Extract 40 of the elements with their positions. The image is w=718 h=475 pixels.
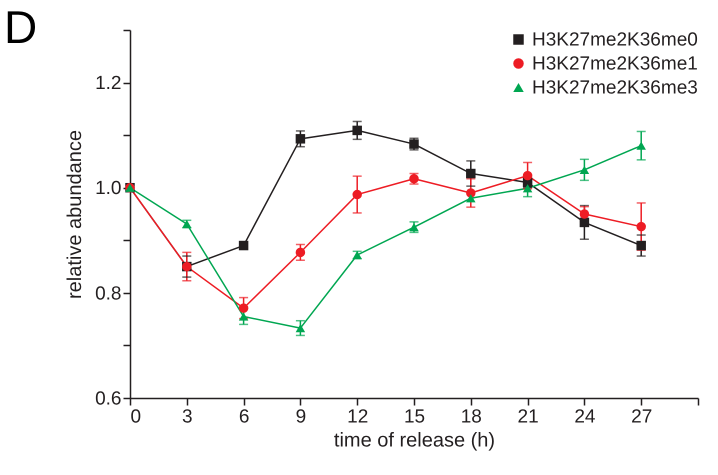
x-axis-title: time of release (h) <box>334 430 496 452</box>
x-tick-label: 18 <box>460 406 482 428</box>
point <box>580 166 590 174</box>
y-axis-title: relative abundance <box>64 130 86 300</box>
legend-label: H3K27me2K36me0 <box>532 30 698 50</box>
point <box>636 240 646 250</box>
x-tick-label: 27 <box>631 406 652 428</box>
point <box>296 134 306 144</box>
x-tick-label: 0 <box>130 406 142 428</box>
point <box>238 303 248 313</box>
legend-label: H3K27me2K36me1 <box>532 54 698 74</box>
point <box>636 222 646 232</box>
point <box>409 139 419 149</box>
point <box>296 324 306 332</box>
point <box>466 194 476 202</box>
point <box>522 184 532 192</box>
point <box>522 170 532 180</box>
text: D <box>4 0 38 54</box>
point <box>352 126 362 136</box>
x-tick-label: 12 <box>347 406 368 428</box>
y-tick-label: 0.8 <box>95 283 122 304</box>
point <box>352 190 362 200</box>
x-tick-label: 24 <box>574 406 596 428</box>
point <box>296 248 306 258</box>
point <box>580 209 590 219</box>
point <box>636 142 646 150</box>
x-tick-label: 21 <box>518 406 539 428</box>
point <box>238 312 248 321</box>
point <box>580 218 590 228</box>
x-tick-label: 9 <box>296 406 306 428</box>
x-tick-label: 3 <box>182 406 193 428</box>
text: 1.0 <box>95 178 122 200</box>
point <box>409 223 419 232</box>
point <box>238 240 248 250</box>
x-tick-label: 6 <box>238 406 250 428</box>
point <box>466 168 476 178</box>
y-tick-label: 1.2 <box>95 73 122 94</box>
x-tick-label: 15 <box>404 406 426 428</box>
legend-label: H3K27me2K36me3 <box>532 78 698 98</box>
y-tick-label: 0.6 <box>95 388 122 410</box>
